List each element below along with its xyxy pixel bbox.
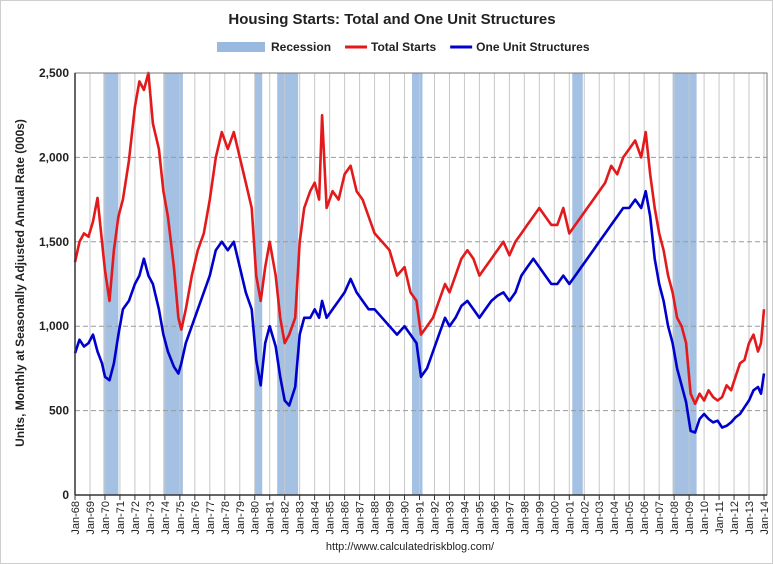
- x-tick-label: Jan-72: [130, 501, 142, 535]
- x-tick-label: Jan-08: [669, 501, 681, 535]
- x-tick-label: Jan-98: [519, 501, 531, 535]
- y-tick-label: 1,000: [39, 319, 69, 333]
- one-unit-structures-line: [73, 189, 766, 434]
- source-credit: http://www.calculatedriskblog.com/: [326, 541, 495, 553]
- x-tick-label: Jan-69: [85, 501, 97, 535]
- x-tick-label: Jan-74: [160, 501, 172, 535]
- y-tick-label: 2,500: [39, 66, 69, 80]
- x-tick-label: Jan-89: [385, 501, 397, 535]
- x-tick-label: Jan-85: [325, 501, 337, 535]
- y-axis-label: Units, Monthly at Seasonally Adjusted An…: [13, 119, 27, 447]
- x-tick-label: Jan-14: [759, 501, 771, 535]
- x-tick-label: Jan-10: [699, 501, 711, 535]
- x-tick-label: Jan-99: [534, 501, 546, 535]
- x-tick-label: Jan-93: [444, 501, 456, 535]
- x-tick-label: Jan-73: [145, 501, 157, 535]
- x-tick-label: Jan-07: [654, 501, 666, 535]
- recession-band: [572, 73, 583, 495]
- total-starts-line: [73, 71, 766, 406]
- x-tick-label: Jan-05: [624, 501, 636, 535]
- x-tick-label: Jan-88: [370, 501, 382, 535]
- legend-swatch-recession: [217, 42, 265, 52]
- x-tick-label: Jan-75: [175, 501, 187, 535]
- y-tick-label: 0: [62, 488, 69, 502]
- x-tick-label: Jan-80: [250, 501, 262, 535]
- recession-bands: [103, 73, 697, 495]
- x-tick-label: Jan-06: [639, 501, 651, 535]
- x-tick-label: Jan-83: [295, 501, 307, 535]
- x-tick-label: Jan-87: [355, 501, 367, 535]
- series-lines: [73, 71, 766, 434]
- chart-title: Housing Starts: Total and One Unit Struc…: [228, 11, 555, 28]
- x-tick-label: Jan-79: [235, 501, 247, 535]
- x-tick-label: Jan-91: [415, 501, 427, 535]
- legend: Recession Total Starts One Unit Structures: [217, 40, 590, 54]
- y-tick-label: 2,000: [39, 150, 69, 164]
- x-tick-label: Jan-02: [579, 501, 591, 535]
- legend-label: Recession: [271, 40, 331, 54]
- y-tick-label: 500: [49, 404, 69, 418]
- x-tick-label: Jan-76: [190, 501, 202, 535]
- recession-band: [163, 73, 183, 495]
- x-tick-label: Jan-12: [729, 501, 741, 535]
- legend-label: One Unit Structures: [476, 40, 590, 54]
- x-tick-label: Jan-92: [429, 501, 441, 535]
- x-tick-label: Jan-96: [489, 501, 501, 535]
- x-tick-label: Jan-09: [684, 501, 696, 535]
- recession-band: [412, 73, 423, 495]
- x-tick-label: Jan-90: [400, 501, 412, 535]
- x-tick-label: Jan-11: [714, 501, 726, 534]
- x-tick-label: Jan-86: [340, 501, 352, 535]
- x-tick-label: Jan-95: [474, 501, 486, 535]
- axes: [74, 72, 768, 500]
- recession-band: [277, 73, 299, 495]
- y-tick-labels: 0 500 1,000 1,500 2,000 2,500: [39, 66, 69, 502]
- x-tick-label: Jan-01: [564, 501, 576, 535]
- x-tick-label: Jan-03: [594, 501, 606, 535]
- y-tick-label: 1,500: [39, 235, 69, 249]
- legend-label: Total Starts: [371, 40, 436, 54]
- x-tick-label: Jan-78: [220, 501, 232, 535]
- x-tick-label: Jan-13: [744, 501, 756, 535]
- x-tick-label: Jan-00: [549, 501, 561, 535]
- x-tick-labels: Jan-68 Jan-69 Jan-70 Jan-71 Jan-72 Jan-73 Jan-…: [70, 501, 771, 535]
- x-tick-label: Jan-94: [459, 501, 471, 535]
- x-tick-label: Jan-71: [115, 501, 127, 535]
- x-tick-label: Jan-04: [609, 501, 621, 535]
- x-tick-label: Jan-70: [100, 501, 112, 535]
- x-tick-label: Jan-77: [205, 501, 217, 535]
- x-tick-label: Jan-84: [310, 501, 322, 535]
- x-tick-label: Jan-97: [504, 501, 516, 535]
- x-tick-label: Jan-82: [280, 501, 292, 535]
- x-tick-label: Jan-68: [70, 501, 82, 535]
- x-tick-label: Jan-81: [265, 501, 277, 535]
